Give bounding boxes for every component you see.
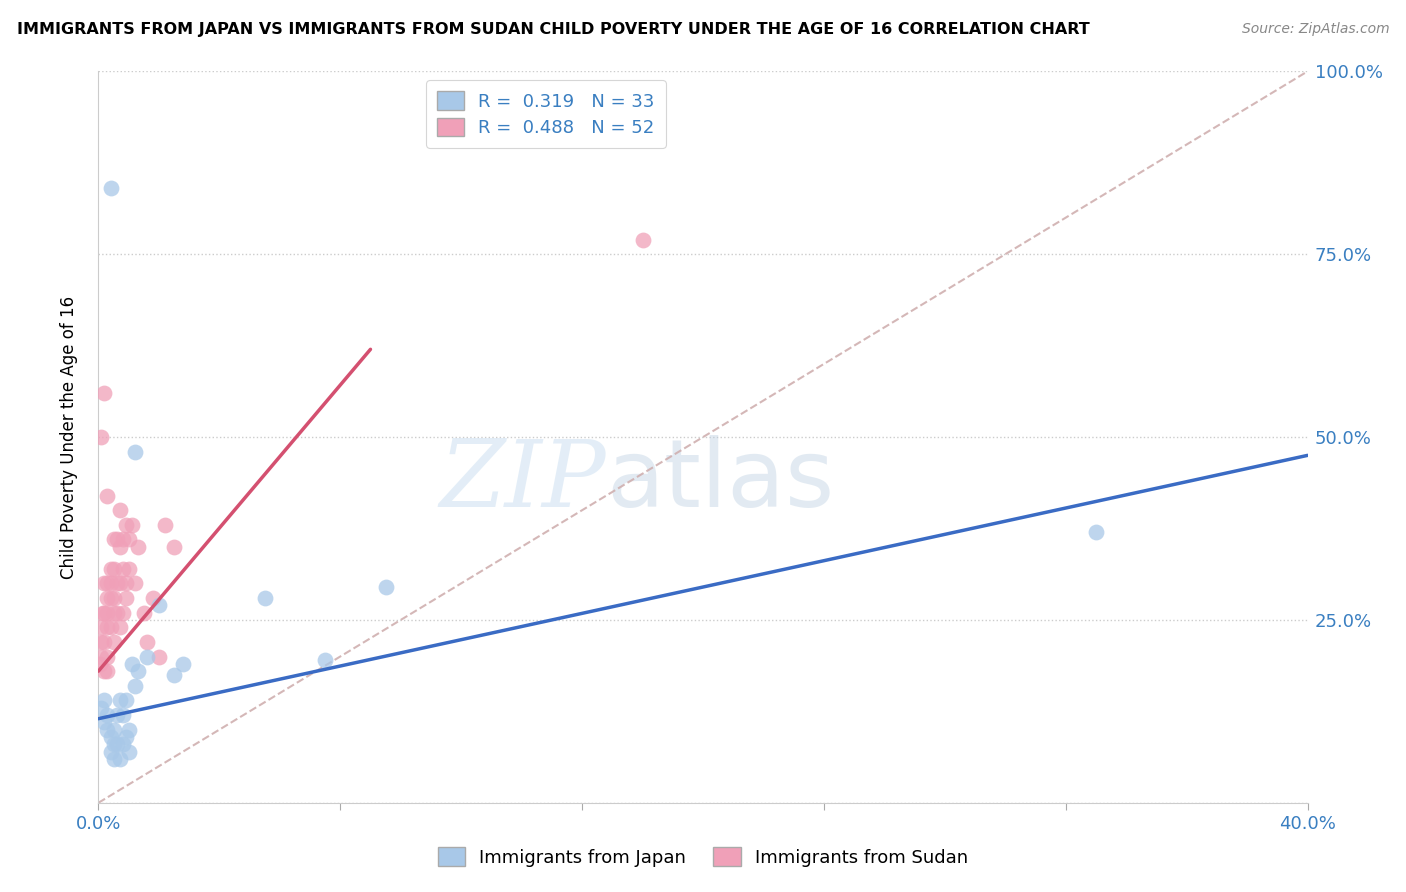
- Point: [114, 576, 136, 591]
- Point: [103, 752, 125, 766]
- Point: [100, 730, 122, 744]
- Point: [93, 693, 115, 707]
- Point: [103, 533, 125, 547]
- Point: [108, 752, 131, 766]
- Point: [111, 737, 134, 751]
- Point: [93, 664, 115, 678]
- Text: Source: ZipAtlas.com: Source: ZipAtlas.com: [1241, 22, 1389, 37]
- Point: [90, 620, 112, 634]
- Legend: R =  0.319   N = 33, R =  0.488   N = 52: R = 0.319 N = 33, R = 0.488 N = 52: [426, 80, 665, 148]
- Point: [135, 649, 157, 664]
- Point: [163, 667, 186, 681]
- Point: [105, 533, 128, 547]
- Point: [100, 745, 122, 759]
- Point: [93, 576, 115, 591]
- Point: [105, 708, 128, 723]
- Point: [108, 503, 131, 517]
- Point: [148, 599, 170, 613]
- Point: [111, 708, 134, 723]
- Point: [96, 664, 118, 678]
- Point: [103, 606, 125, 620]
- Point: [100, 562, 122, 576]
- Point: [118, 723, 141, 737]
- Legend: Immigrants from Japan, Immigrants from Sudan: Immigrants from Japan, Immigrants from S…: [430, 840, 976, 874]
- Point: [96, 649, 118, 664]
- Point: [114, 591, 136, 605]
- Point: [111, 533, 134, 547]
- Point: [100, 591, 122, 605]
- Point: [374, 580, 396, 594]
- Point: [108, 540, 131, 554]
- Point: [148, 649, 170, 664]
- Point: [132, 606, 155, 620]
- Point: [172, 657, 194, 671]
- Point: [118, 533, 141, 547]
- Point: [314, 653, 336, 667]
- Point: [93, 606, 115, 620]
- Point: [121, 517, 143, 532]
- Point: [153, 517, 176, 532]
- Point: [96, 620, 118, 634]
- Point: [105, 576, 128, 591]
- Point: [103, 635, 125, 649]
- Point: [124, 576, 146, 591]
- Point: [108, 576, 131, 591]
- Point: [118, 745, 141, 759]
- Point: [124, 444, 146, 458]
- Point: [135, 635, 157, 649]
- Point: [127, 540, 149, 554]
- Point: [96, 489, 118, 503]
- Point: [103, 723, 125, 737]
- Point: [90, 635, 112, 649]
- Point: [90, 700, 112, 714]
- Point: [631, 233, 654, 247]
- Point: [114, 517, 136, 532]
- Point: [114, 693, 136, 707]
- Point: [103, 562, 125, 576]
- Point: [121, 657, 143, 671]
- Point: [93, 715, 115, 730]
- Point: [253, 591, 276, 605]
- Point: [108, 693, 131, 707]
- Point: [96, 576, 118, 591]
- Point: [96, 708, 118, 723]
- Point: [100, 620, 122, 634]
- Point: [103, 737, 125, 751]
- Point: [105, 737, 128, 751]
- Point: [118, 562, 141, 576]
- Point: [100, 181, 122, 195]
- Point: [93, 386, 115, 401]
- Point: [96, 591, 118, 605]
- Point: [100, 576, 122, 591]
- Text: IMMIGRANTS FROM JAPAN VS IMMIGRANTS FROM SUDAN CHILD POVERTY UNDER THE AGE OF 16: IMMIGRANTS FROM JAPAN VS IMMIGRANTS FROM…: [17, 22, 1090, 37]
- Point: [111, 606, 134, 620]
- Y-axis label: Child Poverty Under the Age of 16: Child Poverty Under the Age of 16: [59, 295, 77, 579]
- Point: [96, 723, 118, 737]
- Point: [89, 657, 111, 671]
- Point: [108, 620, 131, 634]
- Point: [90, 649, 112, 664]
- Text: ZIP: ZIP: [440, 436, 606, 526]
- Point: [93, 635, 115, 649]
- Point: [124, 679, 146, 693]
- Point: [127, 664, 149, 678]
- Point: [105, 606, 128, 620]
- Point: [142, 591, 165, 605]
- Point: [96, 606, 118, 620]
- Text: atlas: atlas: [606, 435, 835, 527]
- Point: [163, 540, 186, 554]
- Point: [114, 730, 136, 744]
- Point: [111, 562, 134, 576]
- Point: [1085, 525, 1108, 540]
- Point: [91, 606, 114, 620]
- Point: [90, 430, 112, 444]
- Point: [103, 591, 125, 605]
